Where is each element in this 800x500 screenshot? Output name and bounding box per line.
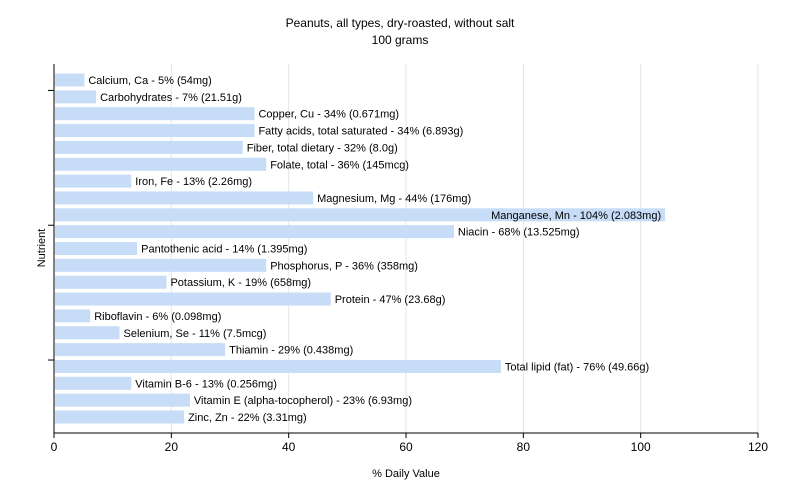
bar-label: Vitamin E (alpha-tocopherol) - 23% (6.93… — [194, 395, 412, 407]
bar — [55, 157, 267, 171]
bars: Calcium, Ca - 5% (54mg) Carbohydrates - 7… — [55, 73, 666, 424]
bar-label: Thiamin - 29% (0.438mg) — [229, 345, 353, 357]
bar-label: Carbohydrates - 7% (21.51g) — [100, 92, 242, 104]
bar — [55, 73, 85, 87]
bar-label: Calcium, Ca - 5% (54mg) — [88, 75, 211, 87]
bar-label: Total lipid (fat) - 76% (49.66g) — [505, 361, 649, 373]
y-axis-title: Nutrient — [36, 229, 48, 268]
bar — [55, 343, 226, 357]
bar — [55, 107, 255, 121]
bar-label: Folate, total - 36% (145mcg) — [270, 159, 409, 171]
bar — [55, 376, 132, 390]
bar — [55, 124, 255, 138]
x-tick-label: 40 — [282, 440, 296, 454]
bar-label: Iron, Fe - 13% (2.26mg) — [135, 176, 252, 188]
x-tick-label: 60 — [399, 440, 413, 454]
bar — [55, 359, 501, 373]
bar-label: Protein - 47% (23.68g) — [335, 294, 446, 306]
bar-label: Niacin - 68% (13.525mg) — [458, 227, 580, 239]
bar — [55, 242, 138, 255]
bar — [55, 258, 267, 272]
bar-label: Riboflavin - 6% (0.098mg) — [94, 311, 221, 323]
chart-title: Peanuts, all types, dry-roasted, without… — [286, 16, 515, 30]
bar-label: Phosphorus, P - 36% (358mg) — [270, 260, 418, 272]
bar-label: Pantothenic acid - 14% (1.395mg) — [141, 244, 307, 256]
bar — [55, 410, 185, 424]
bar-label: Potassium, K - 19% (658mg) — [170, 277, 311, 289]
x-tick-label: 20 — [165, 440, 179, 454]
bar — [55, 326, 120, 340]
bar-label: Fiber, total dietary - 32% (8.0g) — [247, 142, 398, 154]
bar — [55, 309, 91, 323]
chart-subtitle: 100 grams — [372, 33, 429, 47]
x-tick-label: 0 — [51, 440, 58, 454]
bar — [55, 208, 666, 222]
bar — [55, 191, 314, 205]
bar-label: Fatty acids, total saturated - 34% (6.89… — [258, 126, 463, 138]
bar-label: Manganese, Mn - 104% (2.083mg) — [491, 210, 661, 222]
bar — [55, 174, 132, 188]
bar — [55, 140, 243, 154]
bar-label: Magnesium, Mg - 44% (176mg) — [317, 193, 471, 205]
x-tick-label: 80 — [517, 440, 531, 454]
bar — [55, 90, 97, 104]
bar-label: Copper, Cu - 34% (0.671mg) — [258, 109, 399, 121]
x-tick-label: 100 — [631, 440, 651, 454]
x-tick-label: 120 — [748, 440, 768, 454]
bar — [55, 275, 167, 289]
axes: 0 20 40 60 80 100 120 — [48, 64, 768, 454]
bar-label: Selenium, Se - 11% (7.5mcg) — [124, 328, 267, 340]
bar-label: Vitamin B-6 - 13% (0.256mg) — [135, 378, 277, 390]
bar — [55, 225, 454, 239]
bar — [55, 393, 190, 407]
bar — [55, 292, 331, 306]
bar-label: Zinc, Zn - 22% (3.31mg) — [188, 412, 307, 424]
x-axis-title: % Daily Value — [372, 468, 440, 480]
